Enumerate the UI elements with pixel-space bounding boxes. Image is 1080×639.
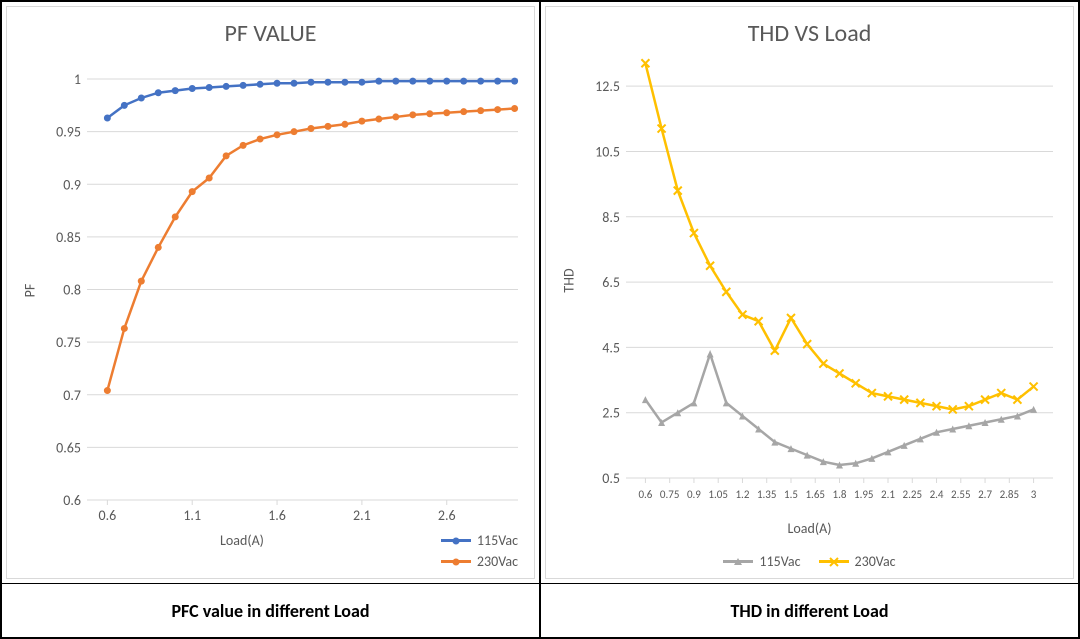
svg-text:0.6: 0.6 bbox=[63, 492, 81, 509]
svg-text:1.65: 1.65 bbox=[805, 488, 825, 501]
svg-text:0.6: 0.6 bbox=[98, 507, 116, 524]
svg-text:12.5: 12.5 bbox=[595, 78, 620, 95]
right-caption: THD in different Load bbox=[541, 583, 1078, 637]
svg-text:2.1: 2.1 bbox=[881, 488, 895, 501]
svg-text:0.5: 0.5 bbox=[602, 470, 620, 487]
left-legend-115: 115Vac bbox=[441, 532, 518, 549]
left-chart-title: PF VALUE bbox=[17, 19, 524, 48]
svg-text:1.5: 1.5 bbox=[784, 488, 798, 501]
x-marker-icon bbox=[829, 557, 839, 567]
legend-label: 115Vac bbox=[759, 553, 800, 570]
svg-text:0.95: 0.95 bbox=[56, 124, 81, 141]
left-chart-inner: PF VALUE PF 0.6 0.65 0.7 0.75 0.8 0.85 0.9 0.95… bbox=[6, 6, 535, 579]
svg-text:2.85: 2.85 bbox=[1000, 488, 1020, 501]
svg-text:10.5: 10.5 bbox=[595, 143, 620, 160]
svg-text:0.65: 0.65 bbox=[56, 439, 81, 456]
svg-text:2.25: 2.25 bbox=[903, 488, 923, 501]
charts-container: PF VALUE PF 0.6 0.65 0.7 0.75 0.8 0.85 0.9 0.95… bbox=[0, 0, 1080, 639]
svg-text:2.4: 2.4 bbox=[930, 488, 944, 501]
left-legend-230: 230Vac bbox=[441, 553, 518, 570]
left-bottom-row: Load(A) 115Vac bbox=[17, 532, 524, 570]
legend-label: 230Vac bbox=[477, 553, 518, 570]
svg-text:0.9: 0.9 bbox=[687, 488, 701, 501]
svg-text:1.6: 1.6 bbox=[268, 507, 286, 524]
svg-text:0.7: 0.7 bbox=[63, 387, 81, 404]
right-legend-230: 230Vac bbox=[819, 553, 896, 570]
right-panel: THD VS Load THD 0.52.54.56.58.510.512.50… bbox=[540, 1, 1079, 638]
right-ylabel: THD bbox=[560, 268, 577, 292]
triangle-marker-icon bbox=[733, 557, 743, 567]
svg-text:2.1: 2.1 bbox=[353, 507, 371, 524]
svg-text:0.6: 0.6 bbox=[638, 488, 652, 501]
left-caption: PFC value in different Load bbox=[2, 583, 539, 637]
svg-text:1: 1 bbox=[74, 71, 81, 88]
left-ylabel-col: PF bbox=[17, 54, 43, 526]
circle-marker-icon bbox=[451, 536, 460, 545]
svg-text:1.35: 1.35 bbox=[757, 488, 777, 501]
right-plot-area: 0.5 2.5 4.5 6.5 8.5 10.5 12.5 0.6 0.75 0.9 1.05 1.2… bbox=[582, 54, 1063, 506]
legend-label: 115Vac bbox=[477, 532, 518, 549]
svg-text:2.6: 2.6 bbox=[438, 507, 456, 524]
left-chart-cell: PF VALUE PF 0.6 0.65 0.7 0.75 0.8 0.85 0.9 0.95… bbox=[2, 2, 539, 583]
svg-text:0.85: 0.85 bbox=[56, 229, 81, 246]
svg-text:0.75: 0.75 bbox=[660, 488, 680, 501]
right-chart-inner: THD VS Load THD 0.52.54.56.58.510.512.50… bbox=[545, 6, 1074, 579]
svg-text:1.8: 1.8 bbox=[833, 488, 847, 501]
svg-text:2.55: 2.55 bbox=[951, 488, 971, 501]
left-xlabel: Load(A) bbox=[43, 532, 441, 549]
svg-text:2.7: 2.7 bbox=[978, 488, 992, 501]
svg-text:2.5: 2.5 bbox=[602, 405, 620, 422]
right-legend-115: 115Vac bbox=[723, 553, 800, 570]
left-plot-row: PF 0.6 0.65 0.7 0.75 0.8 0.85 0.9 0.95 1 0.6 1.1 1.… bbox=[17, 54, 524, 526]
right-chart-cell: THD VS Load THD 0.52.54.56.58.510.512.50… bbox=[541, 2, 1078, 583]
svg-text:8.5: 8.5 bbox=[602, 209, 620, 226]
svg-text:3: 3 bbox=[1031, 488, 1037, 501]
legend-label: 230Vac bbox=[855, 553, 896, 570]
svg-text:6.5: 6.5 bbox=[602, 274, 620, 291]
svg-text:1.05: 1.05 bbox=[708, 488, 728, 501]
line-icon bbox=[441, 560, 471, 563]
svg-text:0.75: 0.75 bbox=[56, 334, 81, 351]
svg-text:1.2: 1.2 bbox=[735, 488, 749, 501]
right-plot-row: THD 0.5 2.5 4.5 6.5 8.5 10.5 12.5 0.6 0.75 0.9 1.0… bbox=[556, 54, 1063, 506]
svg-text:1.1: 1.1 bbox=[183, 507, 201, 524]
right-legend: 115Vac 230Vac bbox=[556, 553, 1063, 570]
circle-marker-icon bbox=[451, 557, 460, 566]
svg-text:0.8: 0.8 bbox=[63, 282, 81, 299]
left-ylabel: PF bbox=[21, 283, 38, 297]
svg-text:0.9: 0.9 bbox=[63, 176, 81, 193]
svg-text:1.95: 1.95 bbox=[854, 488, 874, 501]
left-plot-area: 0.6 0.65 0.7 0.75 0.8 0.85 0.9 0.95 1 0.6 1.1 1.6 2.… bbox=[43, 54, 524, 526]
line-icon bbox=[723, 560, 753, 563]
line-icon bbox=[441, 539, 471, 542]
svg-text:4.5: 4.5 bbox=[602, 339, 620, 356]
right-chart-title: THD VS Load bbox=[556, 19, 1063, 48]
line-icon bbox=[819, 560, 849, 563]
left-panel: PF VALUE PF 0.6 0.65 0.7 0.75 0.8 0.85 0.9 0.95… bbox=[1, 1, 540, 638]
right-xlabel: Load(A) bbox=[556, 520, 1063, 537]
left-legend: 115Vac 230Vac bbox=[441, 532, 524, 570]
right-ylabel-col: THD bbox=[556, 54, 582, 506]
